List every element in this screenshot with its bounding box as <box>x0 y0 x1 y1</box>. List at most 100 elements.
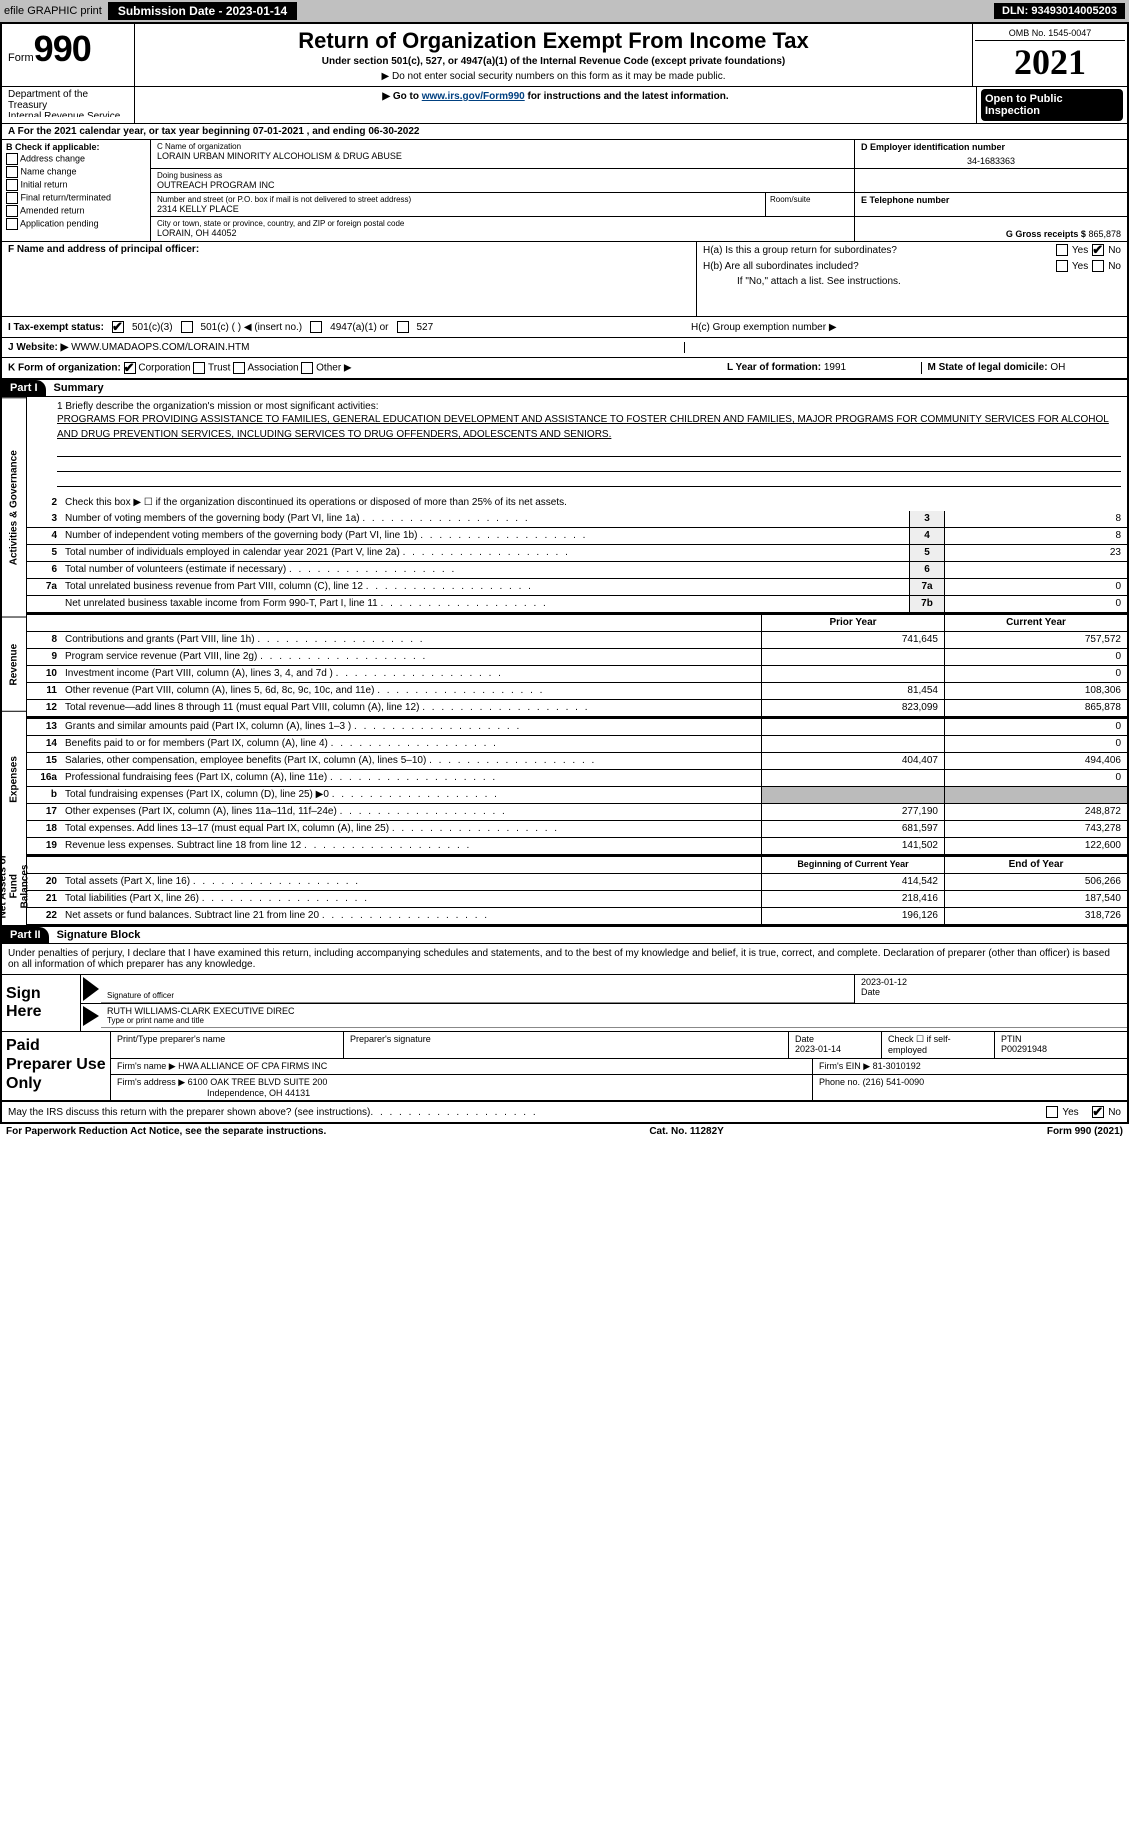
top-bar: efile GRAPHIC print Submission Date - 20… <box>0 0 1129 22</box>
prep-row-1: Print/Type preparer's name Preparer's si… <box>111 1032 1127 1059</box>
chk-527[interactable] <box>397 321 409 333</box>
form-title: Return of Organization Exempt From Incom… <box>139 28 968 54</box>
j-label: J Website: ▶ <box>8 342 68 353</box>
ha-no[interactable] <box>1092 244 1104 256</box>
phone-label: Phone no. <box>819 1077 860 1087</box>
summary-line: 10Investment income (Part VIII, column (… <box>27 666 1127 683</box>
year-box: OMB No. 1545-0047 2021 <box>972 24 1127 86</box>
sig-name-cell: RUTH WILLIAMS-CLARK EXECUTIVE DIREC Type… <box>101 1004 1127 1028</box>
paperwork-notice: For Paperwork Reduction Act Notice, see … <box>6 1126 326 1137</box>
summary-line: 22Net assets or fund balances. Subtract … <box>27 908 1127 925</box>
chk-other[interactable] <box>301 362 313 374</box>
chk-501c[interactable] <box>181 321 193 333</box>
ptin-label: PTIN <box>1001 1034 1121 1044</box>
city-label: City or town, state or province, country… <box>157 219 848 228</box>
form-header: Form990 Return of Organization Exempt Fr… <box>2 24 1127 87</box>
cat-number: Cat. No. 11282Y <box>649 1126 723 1137</box>
name-title-label: Type or print name and title <box>107 1016 1121 1025</box>
self-employed-check[interactable]: Check ☐ if self-employed <box>882 1032 995 1058</box>
sig-officer-label: Signature of officer <box>107 991 848 1000</box>
summary-line: 4Number of independent voting members of… <box>27 528 1127 545</box>
ha-row: H(a) Is this a group return for subordin… <box>697 242 1127 258</box>
tab-governance: Activities & Governance <box>2 397 26 617</box>
prior-year-hdr: Prior Year <box>761 615 944 631</box>
dept-box: Department of the Treasury Internal Reve… <box>2 87 135 123</box>
line-a-tax-year: A For the 2021 calendar year, or tax yea… <box>2 124 1127 140</box>
paid-preparer-block: Paid Preparer Use Only Print/Type prepar… <box>2 1032 1127 1102</box>
chk-trust[interactable] <box>193 362 205 374</box>
dept-treasury: Department of the Treasury <box>8 89 128 111</box>
summary-line: 13Grants and similar amounts paid (Part … <box>27 719 1127 736</box>
chk-amended-return[interactable]: Amended return <box>6 205 146 217</box>
prep-row-2: Firm's name ▶ HWA ALLIANCE OF CPA FIRMS … <box>111 1059 1127 1075</box>
hb-row: H(b) Are all subordinates included? Yes … <box>697 258 1127 274</box>
irs-link[interactable]: www.irs.gov/Form990 <box>422 91 525 102</box>
street-value: 2314 KELLY PLACE <box>157 204 759 214</box>
org-name-label: C Name of organization <box>157 142 848 151</box>
summary-line: 20Total assets (Part X, line 16) 414,542… <box>27 874 1127 891</box>
chk-corporation[interactable] <box>124 362 136 374</box>
summary-line: 17Other expenses (Part IX, column (A), l… <box>27 804 1127 821</box>
chk-application-pending[interactable]: Application pending <box>6 218 146 230</box>
arrow-icon-2 <box>83 1006 99 1026</box>
ha-label: H(a) Is this a group return for subordin… <box>703 245 1056 256</box>
ein-value: 34-1683363 <box>861 156 1121 166</box>
dba-value: OUTREACH PROGRAM INC <box>157 180 848 190</box>
perjury-declaration: Under penalties of perjury, I declare th… <box>2 944 1127 975</box>
k-label: K Form of organization: <box>8 363 121 374</box>
org-name: LORAIN URBAN MINORITY ALCOHOLISM & DRUG … <box>157 151 848 161</box>
discuss-yes[interactable] <box>1046 1106 1058 1118</box>
dba-label: Doing business as <box>157 171 848 180</box>
title-box: Return of Organization Exempt From Incom… <box>135 24 972 86</box>
telephone-cell: E Telephone number <box>855 193 1127 216</box>
principal-officer-cell: F Name and address of principal officer: <box>2 242 697 316</box>
sig-date-cell: 2023-01-12 Date <box>854 975 1127 1003</box>
l-label: L Year of formation: <box>727 362 821 373</box>
ha-yes[interactable] <box>1056 244 1068 256</box>
chk-association[interactable] <box>233 362 245 374</box>
briefly-section: 1 Briefly describe the organization's mi… <box>27 397 1127 442</box>
row-k-form-org: K Form of organization: Corporation Trus… <box>2 358 1127 380</box>
ein-cell: D Employer identification number 34-1683… <box>855 140 1127 168</box>
chk-final-return[interactable]: Final return/terminated <box>6 192 146 204</box>
chk-initial-return[interactable]: Initial return <box>6 179 146 191</box>
chk-4947[interactable] <box>310 321 322 333</box>
blank-line-2 <box>57 457 1121 472</box>
sign-here-block: Sign Here Signature of officer 2023-01-1… <box>2 975 1127 1032</box>
part-2-badge: Part II <box>2 927 49 943</box>
form-container: Form990 Return of Organization Exempt Fr… <box>0 22 1129 1124</box>
discuss-row: May the IRS discuss this return with the… <box>2 1102 1127 1122</box>
goto-box: ▶ Go to www.irs.gov/Form990 for instruct… <box>135 87 976 123</box>
submission-date-button[interactable]: Submission Date - 2023-01-14 <box>108 2 297 20</box>
efile-label: efile GRAPHIC print <box>4 5 102 17</box>
sign-here-label: Sign Here <box>2 975 81 1031</box>
summary-line: 16aProfessional fundraising fees (Part I… <box>27 770 1127 787</box>
chk-address-change[interactable]: Address change <box>6 153 146 165</box>
briefly-label: 1 Briefly describe the organization's mi… <box>57 401 1121 412</box>
part-2-header: Part II Signature Block <box>2 927 1127 944</box>
street-row: Number and street (or P.O. box if mail i… <box>151 193 855 216</box>
tab-revenue: Revenue <box>2 617 26 711</box>
firm-name-label: Firm's name ▶ <box>117 1061 176 1071</box>
begin-year-hdr: Beginning of Current Year <box>761 857 944 873</box>
org-name-cell: C Name of organization LORAIN URBAN MINO… <box>151 140 855 168</box>
hb-no[interactable] <box>1092 260 1104 272</box>
prep-row-3: Firm's address ▶ 6100 OAK TREE BLVD SUIT… <box>111 1075 1127 1100</box>
chk-501c3[interactable] <box>112 321 124 333</box>
gross-receipts-cell: G Gross receipts $ 865,878 <box>855 217 1127 241</box>
row-j-website: J Website: ▶ WWW.UMADAOPS.COM/LORAIN.HTM <box>2 338 1127 358</box>
line-2-text: Check this box ▶ ☐ if the organization d… <box>61 495 1127 511</box>
prep-name-label: Print/Type preparer's name <box>117 1034 337 1044</box>
summary-line: 21Total liabilities (Part X, line 26) 21… <box>27 891 1127 908</box>
hb-yes[interactable] <box>1056 260 1068 272</box>
hc-label: H(c) Group exemption number ▶ <box>691 322 1121 333</box>
summary-line: 18Total expenses. Add lines 13–17 (must … <box>27 821 1127 838</box>
hb-label: H(b) Are all subordinates included? <box>703 261 1056 272</box>
chk-name-change[interactable]: Name change <box>6 166 146 178</box>
part-2-title: Signature Block <box>49 927 149 943</box>
begin-end-header: Beginning of Current Year End of Year <box>27 855 1127 874</box>
discuss-no[interactable] <box>1092 1106 1104 1118</box>
city-cell: City or town, state or province, country… <box>151 217 855 241</box>
prep-date-label: Date <box>795 1034 875 1044</box>
irs-label: Internal Revenue Service <box>8 111 128 117</box>
